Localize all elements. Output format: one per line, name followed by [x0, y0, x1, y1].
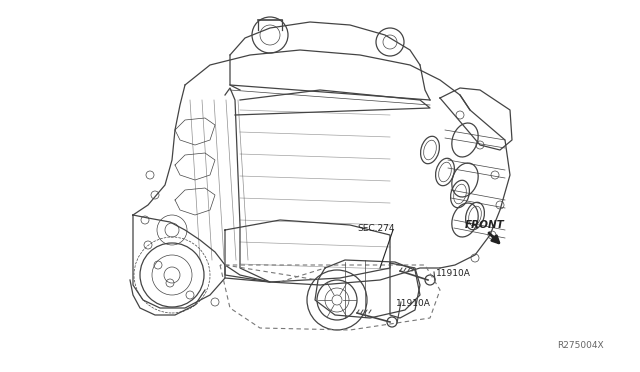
- Text: 11910A: 11910A: [396, 298, 431, 308]
- Text: R275004X: R275004X: [557, 341, 604, 350]
- Text: 11910A: 11910A: [436, 269, 471, 279]
- Text: SEC.274: SEC.274: [357, 224, 394, 232]
- Text: FRONT: FRONT: [465, 220, 505, 230]
